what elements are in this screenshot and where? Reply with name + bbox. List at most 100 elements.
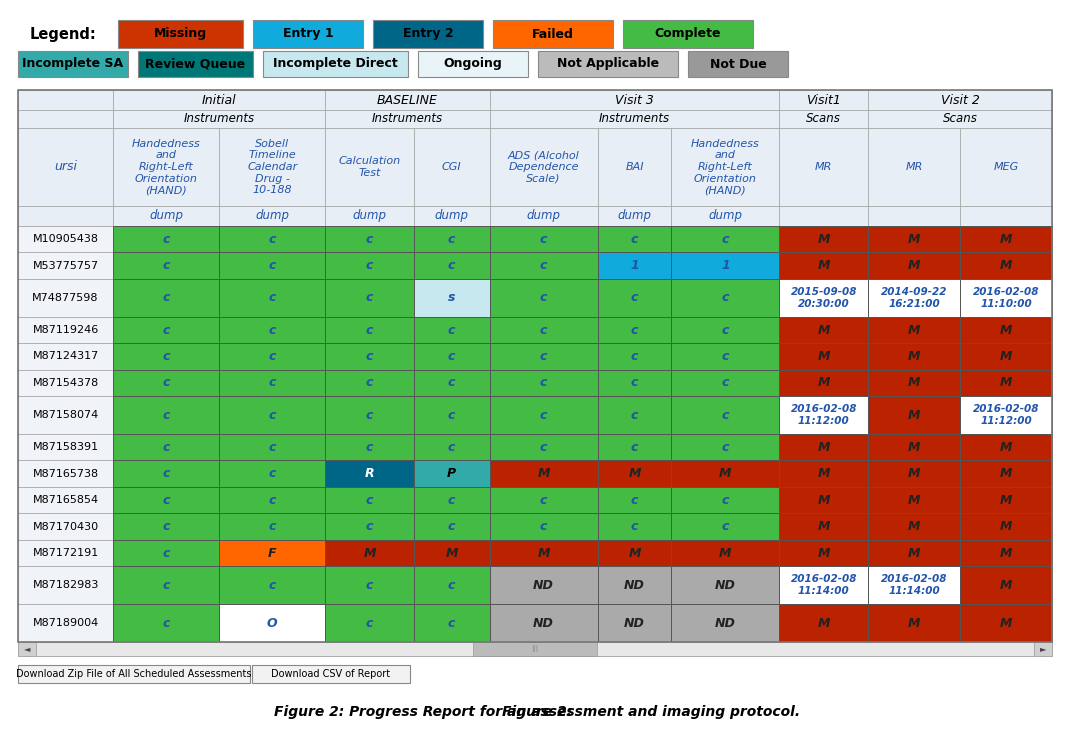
Bar [671, 604, 780, 642]
Text: c: c [630, 409, 638, 421]
Text: c: c [722, 409, 729, 421]
Bar [413, 206, 490, 226]
Bar [493, 20, 613, 48]
Bar [18, 252, 113, 279]
Bar [490, 604, 598, 642]
Text: CGI: CGI [441, 162, 462, 172]
Text: M: M [817, 350, 830, 363]
Bar [219, 317, 325, 344]
Text: Figure 2: Progress Report for an assessment and imaging protocol.: Figure 2: Progress Report for an assessm… [274, 705, 800, 719]
Text: c: c [540, 376, 548, 390]
Bar [18, 128, 113, 206]
Text: c: c [268, 493, 276, 507]
Text: c: c [162, 493, 170, 507]
Text: c: c [162, 547, 170, 559]
Text: M: M [537, 467, 550, 480]
Text: M: M [537, 547, 550, 559]
Bar [219, 396, 325, 434]
Text: ◄: ◄ [24, 645, 30, 654]
Bar [868, 90, 1053, 110]
Text: c: c [162, 376, 170, 390]
Text: c: c [366, 617, 373, 630]
Bar [113, 566, 219, 604]
Bar [960, 344, 1053, 370]
Text: 2016-02-08
11:14:00: 2016-02-08 11:14:00 [881, 574, 947, 596]
Bar [113, 279, 219, 317]
Text: M: M [1000, 233, 1013, 246]
Bar [671, 370, 780, 396]
Bar [219, 461, 325, 487]
Text: M87172191: M87172191 [32, 548, 99, 558]
Text: c: c [162, 520, 170, 533]
Text: MEG: MEG [993, 162, 1018, 172]
Bar [868, 566, 960, 604]
Text: c: c [366, 520, 373, 533]
Text: c: c [448, 520, 455, 533]
Bar [113, 226, 219, 252]
Text: MR: MR [905, 162, 923, 172]
Text: ADS (Alcohol
Dependence
Scale): ADS (Alcohol Dependence Scale) [508, 151, 580, 183]
Bar [325, 317, 413, 344]
Text: c: c [366, 493, 373, 507]
Bar [137, 51, 253, 77]
Bar [413, 279, 490, 317]
Bar [413, 513, 490, 540]
Bar [960, 317, 1053, 344]
Bar [780, 279, 868, 317]
Text: Visit 2: Visit 2 [941, 93, 979, 107]
Text: dump: dump [526, 209, 561, 223]
Bar [960, 461, 1053, 487]
Text: c: c [162, 441, 170, 454]
Text: M: M [1000, 350, 1013, 363]
Text: 2016-02-08
11:14:00: 2016-02-08 11:14:00 [790, 574, 857, 596]
Text: M: M [1000, 547, 1013, 559]
Bar [671, 513, 780, 540]
Text: M87124317: M87124317 [32, 352, 99, 361]
Text: c: c [268, 233, 276, 246]
Bar [18, 540, 113, 566]
Text: M: M [817, 376, 830, 390]
Bar [113, 252, 219, 279]
Bar [325, 461, 413, 487]
Text: Complete: Complete [655, 27, 722, 41]
Text: Handedness
and
Right-Left
Orientation
(HAND): Handedness and Right-Left Orientation (H… [132, 139, 201, 195]
Text: c: c [722, 233, 729, 246]
Text: c: c [722, 350, 729, 363]
Text: M: M [817, 233, 830, 246]
Bar [960, 370, 1053, 396]
Text: M: M [1000, 617, 1013, 630]
Text: M: M [817, 520, 830, 533]
Bar [219, 604, 325, 642]
Bar [490, 487, 598, 513]
Bar [219, 279, 325, 317]
Bar [18, 206, 113, 226]
Bar [868, 279, 960, 317]
Text: dump: dump [256, 209, 289, 223]
Text: c: c [162, 579, 170, 592]
Text: c: c [268, 409, 276, 421]
Bar [490, 344, 598, 370]
Bar [868, 252, 960, 279]
Text: c: c [366, 292, 373, 304]
Bar [780, 344, 868, 370]
Text: c: c [448, 259, 455, 272]
Text: c: c [162, 617, 170, 630]
Text: s: s [448, 292, 455, 304]
Bar [325, 110, 490, 128]
Bar [413, 226, 490, 252]
Bar [325, 344, 413, 370]
Bar [219, 566, 325, 604]
Text: c: c [162, 259, 170, 272]
Bar [325, 206, 413, 226]
Bar [780, 396, 868, 434]
Bar [598, 370, 671, 396]
Bar [868, 487, 960, 513]
Bar [18, 90, 1053, 642]
Text: c: c [268, 376, 276, 390]
Text: Sobell
Timeline
Calendar
Drug -
10-188: Sobell Timeline Calendar Drug - 10-188 [247, 139, 297, 195]
Bar [598, 540, 671, 566]
Text: M74877598: M74877598 [32, 293, 99, 303]
Bar [960, 226, 1053, 252]
Text: M: M [817, 324, 830, 337]
Text: c: c [630, 520, 638, 533]
